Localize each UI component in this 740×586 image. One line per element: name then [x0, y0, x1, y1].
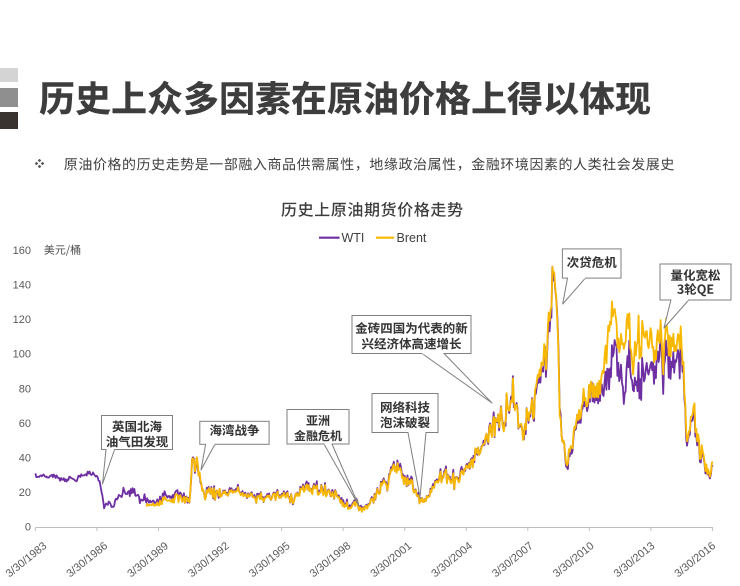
- svg-text:160: 160: [13, 245, 31, 257]
- svg-text:60: 60: [19, 418, 31, 430]
- svg-text:140: 140: [13, 279, 31, 291]
- svg-text:100: 100: [13, 349, 31, 361]
- svg-text:40: 40: [19, 453, 31, 465]
- svg-text:Brent: Brent: [397, 231, 427, 245]
- svg-text:80: 80: [19, 383, 31, 395]
- svg-text:120: 120: [13, 314, 31, 326]
- svg-text:20: 20: [19, 487, 31, 499]
- svg-text:WTI: WTI: [342, 231, 365, 245]
- svg-text:0: 0: [25, 522, 31, 534]
